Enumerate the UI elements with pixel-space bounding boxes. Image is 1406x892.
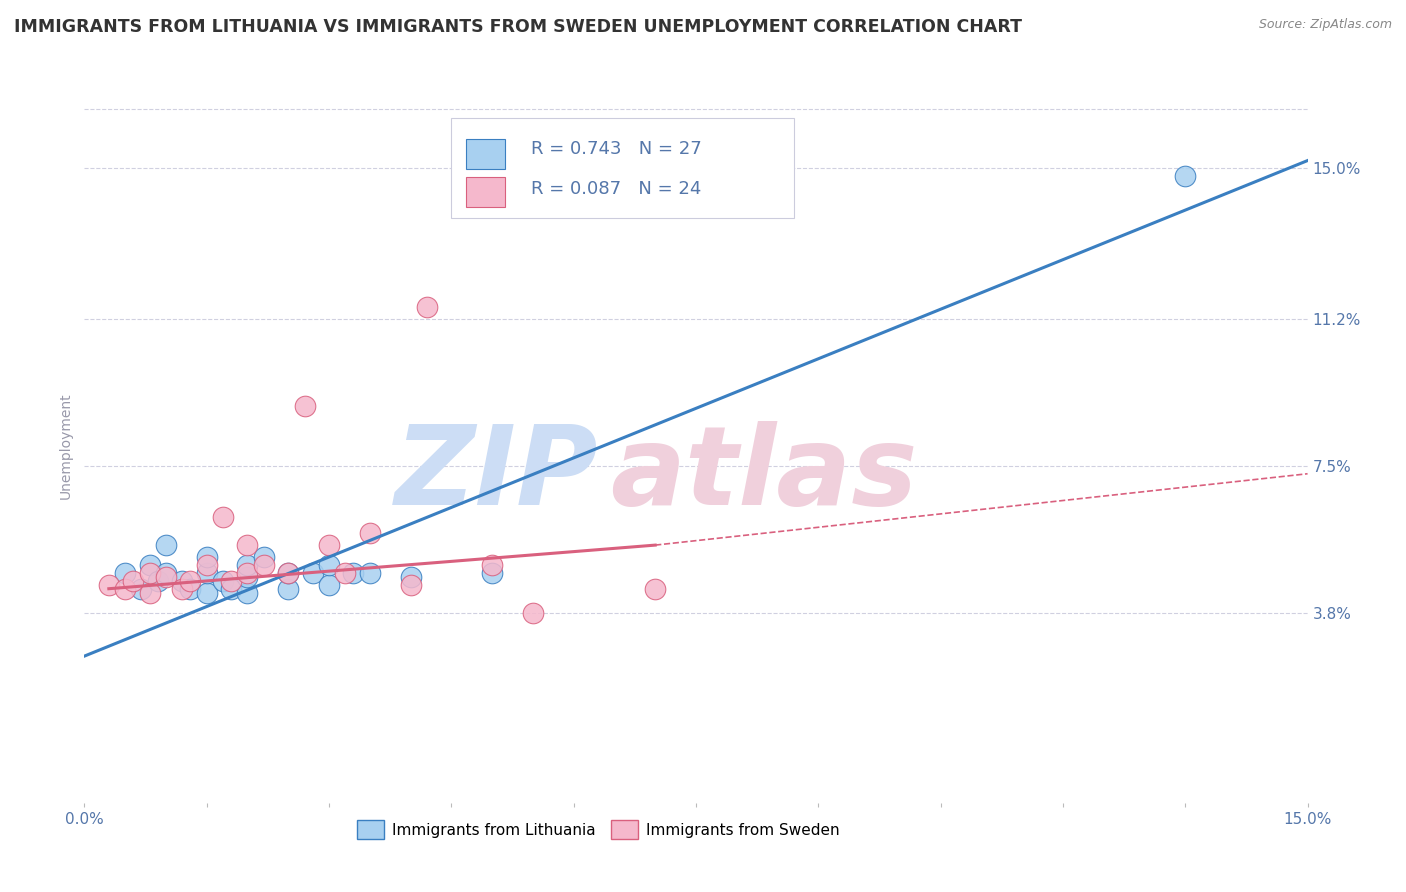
- Bar: [465, 139, 505, 169]
- Point: [318, 578, 340, 592]
- Point: [195, 585, 218, 599]
- Point: [236, 570, 259, 584]
- Point: [277, 582, 299, 596]
- Text: atlas: atlas: [610, 421, 918, 528]
- Point: [644, 582, 666, 596]
- Point: [359, 566, 381, 580]
- Point: [236, 558, 259, 572]
- Point: [399, 570, 422, 584]
- Point: [416, 300, 439, 314]
- Point: [179, 582, 201, 596]
- Point: [236, 566, 259, 580]
- Point: [481, 558, 503, 572]
- Point: [212, 574, 235, 588]
- Point: [172, 574, 194, 588]
- Point: [138, 558, 160, 572]
- Point: [195, 558, 218, 572]
- Point: [155, 566, 177, 580]
- Point: [195, 549, 218, 564]
- Point: [131, 582, 153, 596]
- FancyBboxPatch shape: [451, 118, 794, 218]
- Point: [219, 574, 242, 588]
- Point: [114, 582, 136, 596]
- Point: [294, 400, 316, 414]
- Point: [172, 582, 194, 596]
- Text: R = 0.087   N = 24: R = 0.087 N = 24: [531, 180, 702, 198]
- Point: [277, 566, 299, 580]
- Point: [318, 558, 340, 572]
- Point: [277, 566, 299, 580]
- Y-axis label: Unemployment: Unemployment: [59, 392, 73, 500]
- Text: ZIP: ZIP: [395, 421, 598, 528]
- Point: [399, 578, 422, 592]
- Bar: [465, 178, 505, 207]
- Point: [195, 566, 218, 580]
- Point: [335, 566, 357, 580]
- Point: [219, 582, 242, 596]
- Text: R = 0.743   N = 27: R = 0.743 N = 27: [531, 140, 702, 158]
- Point: [522, 606, 544, 620]
- Point: [481, 566, 503, 580]
- Point: [1174, 169, 1197, 184]
- Point: [236, 538, 259, 552]
- Point: [155, 570, 177, 584]
- Text: IMMIGRANTS FROM LITHUANIA VS IMMIGRANTS FROM SWEDEN UNEMPLOYMENT CORRELATION CHA: IMMIGRANTS FROM LITHUANIA VS IMMIGRANTS …: [14, 18, 1022, 36]
- Point: [212, 510, 235, 524]
- Point: [253, 549, 276, 564]
- Point: [122, 574, 145, 588]
- Point: [236, 585, 259, 599]
- Point: [342, 566, 364, 580]
- Point: [138, 585, 160, 599]
- Point: [318, 538, 340, 552]
- Point: [155, 538, 177, 552]
- Point: [138, 566, 160, 580]
- Point: [114, 566, 136, 580]
- Point: [301, 566, 323, 580]
- Point: [179, 574, 201, 588]
- Point: [359, 526, 381, 541]
- Point: [146, 574, 169, 588]
- Point: [253, 558, 276, 572]
- Legend: Immigrants from Lithuania, Immigrants from Sweden: Immigrants from Lithuania, Immigrants fr…: [350, 814, 845, 845]
- Point: [97, 578, 120, 592]
- Text: Source: ZipAtlas.com: Source: ZipAtlas.com: [1258, 18, 1392, 31]
